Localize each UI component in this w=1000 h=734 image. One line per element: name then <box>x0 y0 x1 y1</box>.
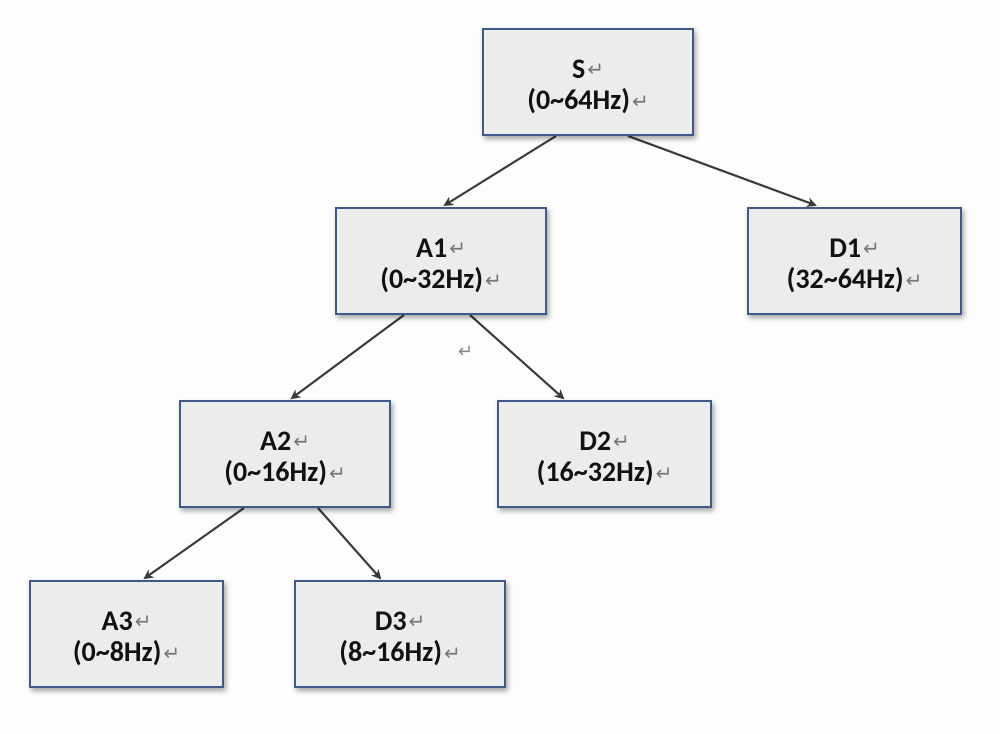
node-d2-range: (16~32Hz)↵ <box>537 457 673 486</box>
node-a2-label: A2↵ <box>260 426 310 455</box>
edge-A1-D2 <box>470 315 563 398</box>
stray-return-mark: ↵ <box>458 340 473 362</box>
node-a3-range: (0~8Hz)↵ <box>73 637 180 666</box>
edge-A2-A3 <box>145 508 244 578</box>
node-a2: A2↵ (0~16Hz)↵ <box>179 400 391 508</box>
node-s-label: S↵ <box>572 54 604 83</box>
node-d2: D2↵ (16~32Hz)↵ <box>497 400 712 508</box>
edge-A2-D3 <box>318 508 380 578</box>
edge-S-A1 <box>445 136 556 205</box>
node-d3-label: D3↵ <box>375 606 426 635</box>
node-d2-label: D2↵ <box>579 426 630 455</box>
node-d3: D3↵ (8~16Hz)↵ <box>294 580 506 688</box>
node-d1-label: D1↵ <box>829 233 880 262</box>
node-s-range: (0~64Hz)↵ <box>527 85 649 114</box>
edge-A1-A2 <box>292 315 404 398</box>
node-a2-range: (0~16Hz)↵ <box>224 457 346 486</box>
edge-S-D1 <box>628 136 815 205</box>
node-d1: D1↵ (32~64Hz)↵ <box>747 207 962 315</box>
node-a3-label: A3↵ <box>102 606 152 635</box>
node-a1-label: A1↵ <box>416 233 466 262</box>
node-s: S↵ (0~64Hz)↵ <box>482 28 694 136</box>
node-a1: A1↵ (0~32Hz)↵ <box>335 207 547 315</box>
node-a1-range: (0~32Hz)↵ <box>380 264 502 293</box>
node-d3-range: (8~16Hz)↵ <box>339 637 461 666</box>
node-d1-range: (32~64Hz)↵ <box>787 264 923 293</box>
node-a3: A3↵ (0~8Hz)↵ <box>29 580 224 688</box>
